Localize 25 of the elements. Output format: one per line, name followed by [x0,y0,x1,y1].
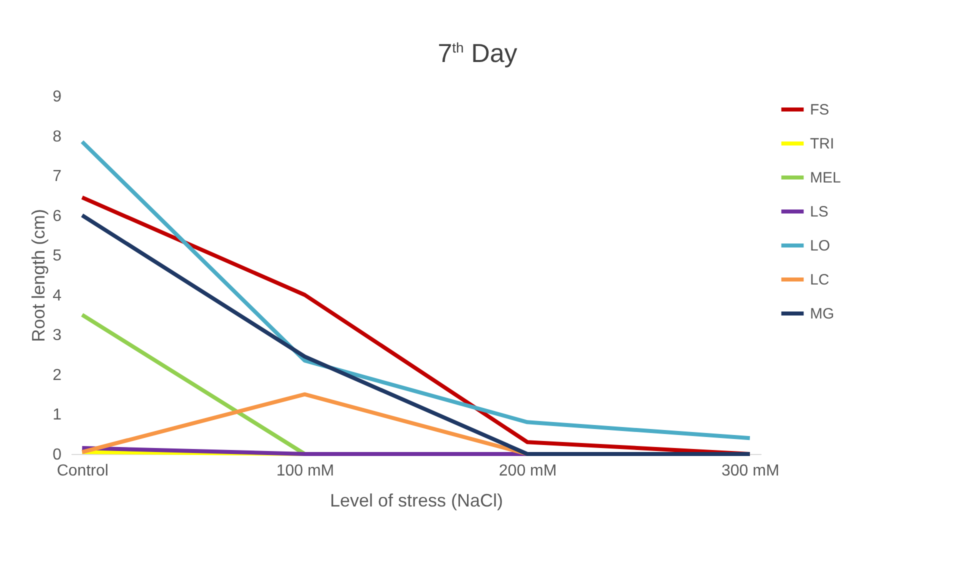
y-tick-label: 2 [52,366,62,384]
x-tick-label: Control [56,462,108,480]
y-axis-title: Root length (cm) [28,208,49,342]
x-axis-title: Level of stress (NaCl) [330,490,504,510]
legend-label: MG [810,306,834,322]
y-tick-label: 3 [52,327,62,344]
y-tick-label: 4 [52,287,62,304]
x-tick-label: 300 mM [721,462,780,480]
legend-label: TRI [810,136,834,152]
y-tick-label: 0 [52,446,62,464]
x-tick-label: 100 mM [276,462,334,480]
y-tick-label: 9 [52,88,62,106]
y-tick-label: 7 [52,168,62,186]
legend-label: LO [810,238,830,254]
y-tick-label: 1 [52,406,62,424]
x-tick-label: 200 mM [498,462,557,480]
legend-label: MEL [810,170,841,186]
legend-label: LC [810,272,830,288]
y-tick-label: 5 [52,248,62,265]
legend-label: FS [810,102,830,118]
legend-label: LS [810,204,828,220]
y-tick-label: 8 [52,128,62,146]
chart-title: 7$^{th}$ Day [436,37,518,70]
line-series [80,140,752,440]
y-tick-label: 6 [52,208,62,225]
